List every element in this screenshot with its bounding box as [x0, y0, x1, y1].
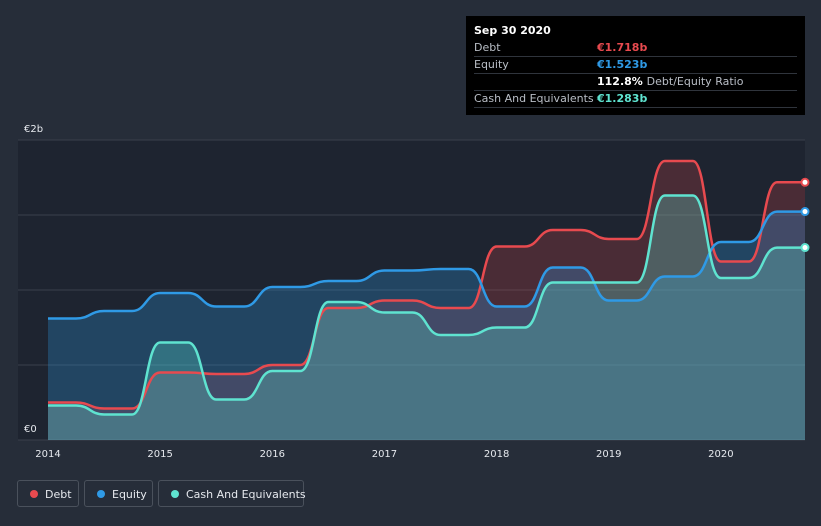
legend-debt[interactable]: Debt: [17, 480, 79, 507]
debt-area: [48, 161, 805, 440]
tooltip-row-equity: Equity €1.523b: [474, 57, 797, 74]
legend-cash-dot: [171, 490, 179, 498]
tooltip-label-equity: Equity: [474, 58, 509, 71]
x-tick-label: 2016: [260, 449, 285, 460]
legend-equity-label: Equity: [112, 488, 147, 501]
x-tick-label: 2020: [708, 449, 733, 460]
data-tooltip: Sep 30 2020 Debt €1.718b Equity €1.523b …: [466, 16, 805, 115]
legend-cash-label: Cash And Equivalents: [186, 488, 306, 501]
tooltip-value-cash: €1.283b: [597, 92, 648, 105]
legend-equity-dot: [97, 490, 105, 498]
tooltip-date: Sep 30 2020: [474, 24, 551, 37]
cash-and-equivalents-line: [48, 194, 805, 416]
debt-line: [48, 159, 805, 410]
legend-equity[interactable]: Equity: [84, 480, 153, 507]
tooltip-row-cash: Cash And Equivalents €1.283b: [474, 91, 797, 108]
tooltip-value-equity: €1.523b: [597, 58, 648, 71]
y-tick-label-top: €2b: [24, 124, 43, 135]
x-tick-label: 2015: [147, 449, 172, 460]
tooltip-value-ratio: 112.8%: [597, 75, 643, 88]
tooltip-value-debt: €1.718b: [597, 41, 648, 54]
x-tick-label: 2019: [596, 449, 621, 460]
legend-cash[interactable]: Cash And Equivalents: [158, 480, 306, 507]
x-tick-label: 2018: [484, 449, 509, 460]
tooltip-label-cash: Cash And Equivalents: [474, 92, 594, 105]
legend-debt-dot: [30, 490, 38, 498]
tooltip-ratio-label: Debt/Equity Ratio: [646, 75, 744, 88]
tooltip-row-ratio: 112.8% Debt/Equity Ratio: [474, 74, 797, 91]
equity-endpoint[interactable]: [800, 207, 810, 217]
legend-debt-label: Debt: [45, 488, 72, 501]
cash-and-equivalents-area: [48, 195, 805, 440]
x-axis-ticks: 2014 2015 2016 2017 2018 2019 2020: [35, 449, 733, 460]
debt-endpoint[interactable]: [800, 177, 810, 187]
series-endpoints[interactable]: [800, 177, 810, 253]
equity-line: [48, 210, 805, 320]
tooltip-label-debt: Debt: [474, 41, 501, 54]
series-lines: [48, 159, 805, 416]
x-tick-label: 2014: [35, 449, 60, 460]
tooltip-row-debt: Debt €1.718b: [474, 40, 797, 57]
x-tick-label: 2017: [372, 449, 397, 460]
cash-and-equivalents-endpoint[interactable]: [800, 243, 810, 253]
y-tick-label-bottom: €0: [24, 424, 37, 435]
